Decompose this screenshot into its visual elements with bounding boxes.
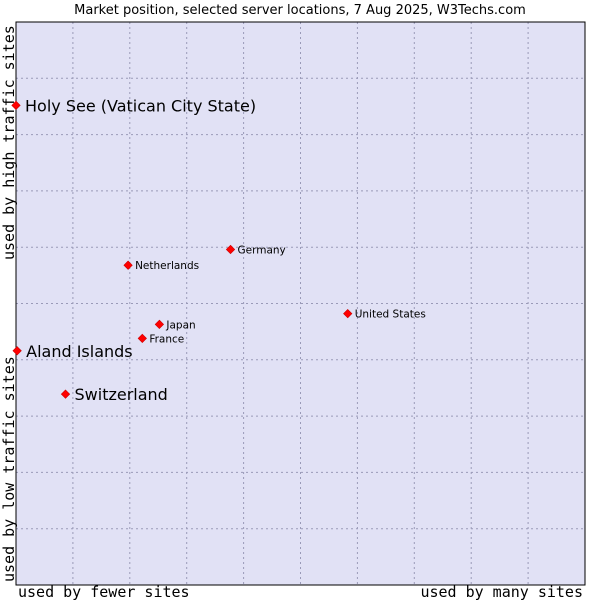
data-point-aland-islands: Aland Islands (12, 342, 133, 361)
point-marker (60, 389, 71, 399)
data-points: Holy See (Vatican City State) Aland Islan… (11, 96, 426, 404)
point-marker (225, 244, 236, 255)
point-label: France (149, 333, 184, 345)
data-point-netherlands: Netherlands (123, 260, 199, 272)
point-label: Switzerland (75, 385, 168, 404)
grid-lines (16, 22, 585, 585)
x-axis-label-right: used by many sites (420, 583, 583, 600)
data-point-holy-see-vatican-city-state: Holy See (Vatican City State) (11, 96, 256, 115)
point-label: Japan (165, 319, 195, 331)
point-label: Aland Islands (26, 342, 133, 361)
point-marker (11, 100, 21, 110)
point-marker (343, 309, 353, 319)
plot-frame (15, 21, 586, 586)
point-label: United States (355, 309, 426, 321)
chart-title: Market position, selected server locatio… (74, 3, 526, 18)
data-point-switzerland: Switzerland (60, 385, 168, 404)
point-marker (137, 333, 147, 344)
y-axis-label-top: used by high traffic sites (0, 25, 18, 260)
point-label: Netherlands (135, 260, 199, 272)
y-axis-label-bottom: used by low traffic sites (0, 356, 18, 582)
data-point-japan: Japan (154, 319, 196, 331)
point-label: Holy See (Vatican City State) (25, 96, 256, 115)
point-marker (154, 319, 165, 329)
point-label: Germany (238, 244, 286, 256)
data-point-united-states: United States (343, 309, 426, 321)
point-marker (123, 260, 133, 270)
x-axis-label-left: used by fewer sites (18, 583, 190, 600)
data-point-france: France (137, 333, 184, 345)
point-marker (12, 346, 22, 356)
data-point-germany: Germany (225, 244, 286, 256)
